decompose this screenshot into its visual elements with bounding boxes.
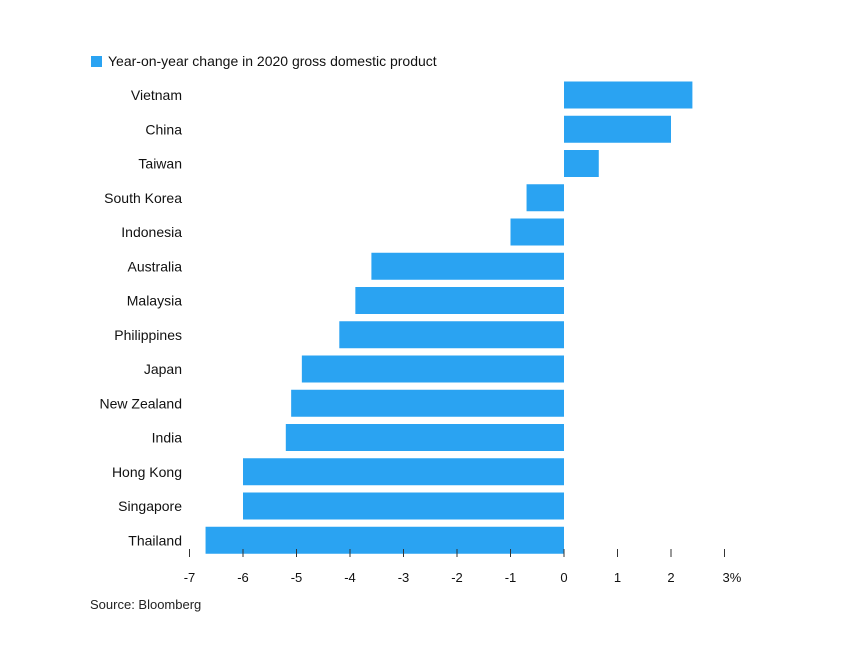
category-label-new-zealand: New Zealand (100, 395, 183, 411)
bar-malaysia (355, 287, 564, 314)
bar-india (285, 424, 564, 451)
category-label-vietnam: Vietnam (131, 87, 182, 103)
legend-swatch (91, 56, 102, 67)
category-label-philippines: Philippines (114, 327, 182, 343)
x-tick-label: -7 (184, 570, 196, 585)
category-label-taiwan: Taiwan (138, 156, 182, 172)
x-tick-label: 3% (723, 570, 742, 585)
bar-philippines (339, 321, 564, 349)
bar-hong-kong (243, 458, 564, 486)
category-label-south-korea: South Korea (104, 190, 182, 206)
x-tick-label: 1 (614, 570, 621, 585)
x-tick-label: -2 (451, 570, 463, 585)
bar-thailand (205, 526, 565, 554)
x-tick-label: 2 (667, 570, 674, 585)
category-label-hong-kong: Hong Kong (112, 464, 182, 480)
bar-australia (371, 252, 564, 280)
bar-china (564, 115, 671, 143)
source-note: Source: Bloomberg (90, 597, 202, 612)
legend-label: Year-on-year change in 2020 gross domest… (108, 53, 437, 69)
x-tick-label: -3 (398, 570, 410, 585)
category-label-china: China (145, 121, 182, 137)
bar-south-korea (526, 184, 564, 212)
bar-taiwan (564, 150, 599, 177)
x-tick-label: 0 (560, 570, 567, 585)
category-label-australia: Australia (128, 258, 183, 274)
x-tick-label: -4 (344, 570, 356, 585)
x-tick-label: -1 (505, 570, 517, 585)
category-label-japan: Japan (144, 361, 182, 377)
category-label-singapore: Singapore (118, 498, 182, 514)
legend: Year-on-year change in 2020 gross domest… (91, 53, 437, 69)
category-label-thailand: Thailand (128, 532, 182, 548)
bar-japan (301, 355, 564, 383)
x-tick-label: -6 (237, 570, 249, 585)
x-tick-label: -5 (291, 570, 303, 585)
bar-indonesia (510, 218, 564, 246)
bar-vietnam (564, 81, 693, 109)
bar-new-zealand (291, 389, 564, 417)
category-label-malaysia: Malaysia (127, 293, 182, 309)
category-label-india: India (152, 430, 183, 446)
bar-singapore (243, 492, 564, 520)
bars (205, 81, 693, 554)
x-axis: -7 -6 -5 -4 -3 -2 -1 0 1 2 3% (184, 549, 742, 585)
category-label-indonesia: Indonesia (121, 224, 182, 240)
category-labels: Vietnam China Taiwan South Korea Indonesia Au… (100, 87, 183, 548)
